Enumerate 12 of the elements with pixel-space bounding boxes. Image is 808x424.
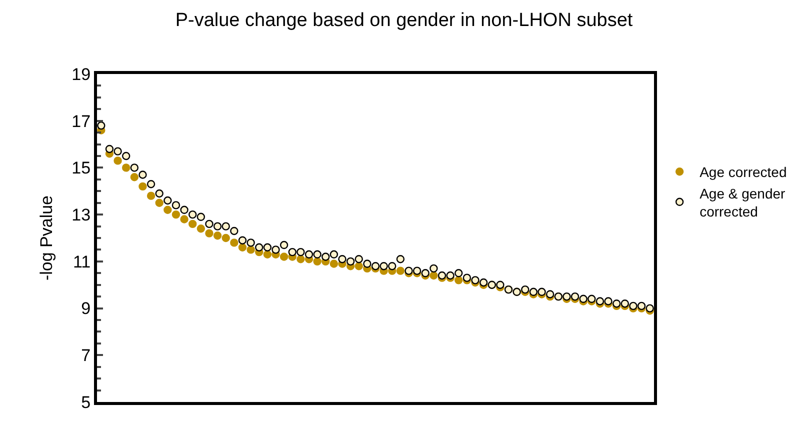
- y-tick-label: 17: [72, 112, 91, 131]
- y-tick-label: 15: [72, 158, 91, 178]
- y-tick-label: 19: [72, 64, 91, 84]
- chart-title: P-value change based on gender in non-LHON subset: [175, 10, 634, 32]
- legend-label: Age & gender corrected: [700, 185, 786, 220]
- y-axis-title: -log Pvalue: [37, 195, 56, 281]
- y-tick-label: 11: [72, 252, 91, 272]
- y-tick-label: 13: [72, 206, 91, 225]
- y-tick-label: 5: [81, 392, 91, 412]
- legend-label: Age corrected: [700, 164, 787, 180]
- y-tick-label: 9: [81, 299, 91, 318]
- y-tick-label: 7: [81, 346, 91, 366]
